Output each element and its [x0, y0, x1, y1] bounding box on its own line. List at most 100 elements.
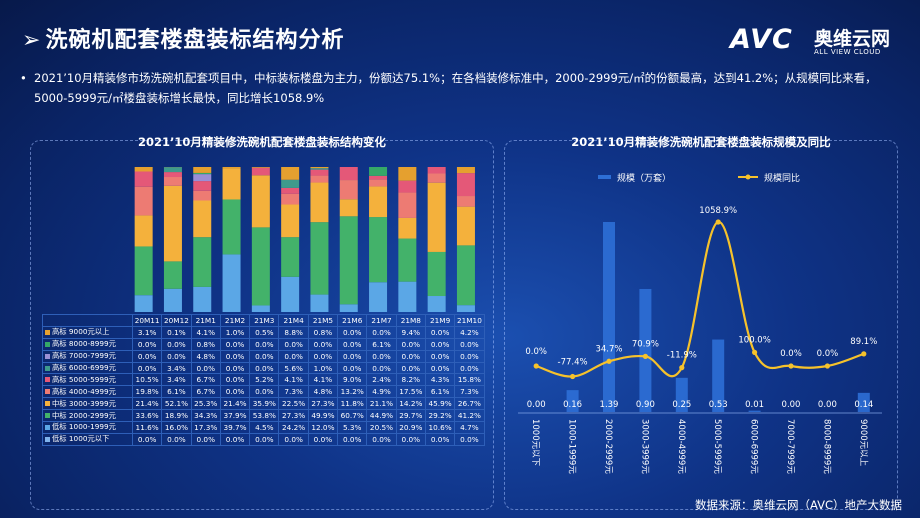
table-cell: 0.0%: [278, 432, 309, 446]
table-cell: 4.1%: [307, 373, 339, 387]
summary-paragraph: 2021’10月精装修市场洗碗机配套项目中，中标装标楼盘为主力，份额达75.1%…: [34, 71, 877, 105]
table-cell: 4.3%: [424, 373, 456, 387]
table-cell: 0.0%: [161, 349, 192, 363]
table-cell: 20.5%: [366, 421, 397, 434]
table-cell: 0.0%: [424, 337, 456, 351]
legend-swatch: [45, 424, 50, 430]
table-cell: 0.0%: [395, 337, 426, 351]
table-cell: 0.0%: [424, 325, 456, 339]
table-cell: 21.1%: [366, 397, 397, 411]
legend-swatch: [45, 341, 50, 347]
structure-data-table: 20M11 20M12 21M1 21M2 21M3 21M4 21M5 21M6 21M7 21…: [42, 314, 485, 446]
table-header-21M1: 21M1: [190, 314, 221, 327]
table-header-21M4: 21M4: [278, 314, 309, 327]
table-cell: 4.9%: [366, 385, 397, 399]
left-chart-panel: [30, 140, 494, 510]
table-cell: 34.3%: [190, 409, 221, 423]
table-cell: 0.0%: [424, 361, 456, 375]
table-cell: 0.0%: [337, 432, 368, 446]
table-header-21M6: 21M6: [337, 314, 368, 327]
legend-label: 高标 5000-5999元: [52, 374, 116, 384]
table-cell: 17.5%: [395, 385, 426, 399]
table-cell: 0.0%: [337, 349, 368, 363]
legend-label: 低标 1000-1999元: [52, 422, 116, 432]
legend-label: 高标 9000元以上: [52, 327, 110, 337]
table-cell: 0.0%: [307, 349, 339, 363]
table-cell: 0.0%: [366, 349, 397, 363]
bullet-icon: •: [20, 71, 27, 85]
avc-logo: AVC 奥维云网 ALL VIEW CLOUD: [730, 24, 900, 60]
table-cell: 6.1%: [161, 385, 192, 399]
table-cell: 0.5%: [249, 325, 280, 339]
table-cell: 4.5%: [249, 421, 280, 434]
table-row-label: 高标 6000-6999元: [42, 361, 133, 375]
table-cell: 0.0%: [249, 385, 280, 399]
table-row: 低标 1000-1999元 11.6% 16.0% 17.3% 39.7% 4.5% 24.…: [42, 421, 485, 434]
table-cell: 29.2%: [424, 409, 456, 423]
table-cell: 0.0%: [131, 349, 163, 363]
table-cell: 0.8%: [190, 337, 221, 351]
title-arrow-icon: ➢: [22, 28, 42, 53]
table-cell: 7.3%: [454, 385, 485, 399]
table-cell: 0.0%: [219, 361, 251, 375]
logo-mark: AVC: [730, 24, 793, 55]
table-cell: 5.2%: [249, 373, 280, 387]
table-cell: 5.3%: [337, 421, 368, 434]
table-cell: 0.0%: [307, 337, 339, 351]
table-header-21M3: 21M3: [249, 314, 280, 327]
table-cell: 39.7%: [219, 421, 251, 434]
page-title: ➢ 洗碗机配套楼盘装标结构分析: [22, 22, 344, 54]
table-row: 中标 3000-3999元 21.4% 52.1% 25.3% 21.4% 35.9% 22…: [42, 397, 485, 411]
legend-swatch: [45, 377, 50, 383]
table-cell: 37.9%: [219, 409, 251, 423]
table-cell: 21.4%: [219, 397, 251, 411]
table-cell: 6.7%: [190, 385, 221, 399]
table-row: 低标 1000元以下 0.0% 0.0% 0.0% 0.0% 0.0% 0.0% 0.0% 0.…: [42, 432, 485, 446]
table-cell: 0.0%: [366, 432, 397, 446]
table-cell: 4.1%: [190, 325, 221, 339]
table-cell: 60.7%: [337, 409, 368, 423]
table-cell: 8.8%: [278, 325, 309, 339]
table-header-21M5: 21M5: [307, 314, 339, 327]
table-row-label: 高标 8000-8999元: [42, 337, 133, 351]
table-cell: 0.1%: [161, 325, 192, 339]
table-cell: 4.1%: [278, 373, 309, 387]
table-row-label: 中标 2000-2999元: [42, 409, 133, 423]
table-cell: 4.8%: [190, 349, 221, 363]
table-cell: 35.9%: [249, 397, 280, 411]
table-cell: 4.2%: [454, 325, 485, 339]
table-cell: 53.8%: [249, 409, 280, 423]
table-cell: 0.0%: [424, 349, 456, 363]
table-row: 高标 6000-6999元 0.0% 3.4% 0.0% 0.0% 0.0% 5.6% 1.0…: [42, 361, 485, 375]
table-row-label: 低标 1000元以下: [42, 432, 133, 446]
table-cell: 44.9%: [366, 409, 397, 423]
table-header-21M2: 21M2: [219, 314, 251, 327]
data-source: 数据来源：奥维云网（AVC）地产大数据: [694, 498, 902, 512]
table-row-label: 高标 7000-7999元: [42, 349, 133, 363]
table-cell: 0.0%: [395, 349, 426, 363]
table-cell: 0.0%: [454, 349, 485, 363]
legend-swatch: [45, 365, 50, 371]
table-row: 高标 9000元以上 3.1% 0.1% 4.1% 1.0% 0.5% 8.8% 0.8% 0.…: [42, 325, 485, 339]
table-cell: 16.0%: [161, 421, 192, 434]
legend-label: 高标 7000-7999元: [52, 351, 116, 361]
table-cell: 13.2%: [337, 385, 368, 399]
table-cell: 4.8%: [307, 385, 339, 399]
table-cell: 17.3%: [190, 421, 221, 434]
table-row: 高标 4000-4999元 19.8% 6.1% 6.7% 0.0% 0.0% 7.3% 4.…: [42, 385, 485, 399]
table-row: 高标 7000-7999元 0.0% 0.0% 4.8% 0.0% 0.0% 0.0% 0.0…: [42, 349, 485, 363]
legend-label: 中标 2000-2999元: [52, 410, 116, 420]
table-cell: 0.0%: [219, 373, 251, 387]
table-cell: 1.0%: [219, 325, 251, 339]
table-row-label: 高标 9000元以上: [42, 325, 133, 339]
table-cell: 0.0%: [249, 349, 280, 363]
table-cell: 0.0%: [307, 432, 339, 446]
legend-swatch: [45, 353, 50, 359]
table-cell: 0.0%: [219, 337, 251, 351]
table-cell: 45.9%: [424, 397, 456, 411]
logo-cn: 奥维云网: [814, 28, 891, 50]
table-cell: 0.0%: [278, 349, 309, 363]
legend-swatch: [45, 413, 50, 419]
table-cell: 11.6%: [131, 421, 163, 434]
table-cell: 0.0%: [131, 337, 163, 351]
